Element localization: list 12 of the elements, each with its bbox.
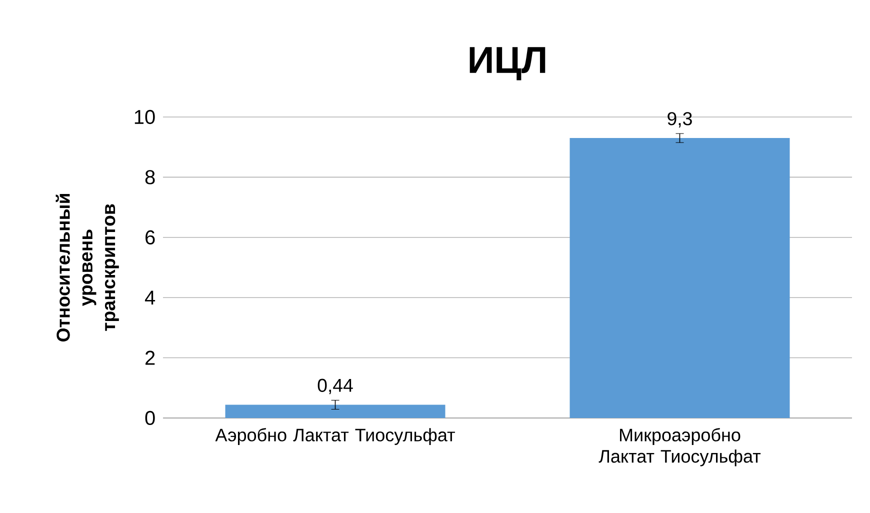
- data-label: 0,44: [318, 378, 353, 394]
- y-tick-label: 10: [134, 110, 155, 124]
- y-axis-title: Относительный уровень транскриптов: [56, 194, 119, 342]
- y-tick-label: 6: [146, 230, 155, 244]
- chart-title: ИЦЛ: [470, 47, 546, 80]
- y-tick-label: 0: [145, 410, 155, 426]
- y-tick-label: 4: [144, 290, 156, 304]
- data-label: 9,3: [668, 112, 692, 128]
- x-tick-label: Микроаэробно Лактат Тиосульфат: [598, 428, 761, 466]
- y-tick-label: 2: [146, 350, 155, 365]
- x-tick-label: Аэробно Лактат Тиосульфат: [215, 428, 455, 445]
- y-tick-label: 8: [145, 170, 155, 184]
